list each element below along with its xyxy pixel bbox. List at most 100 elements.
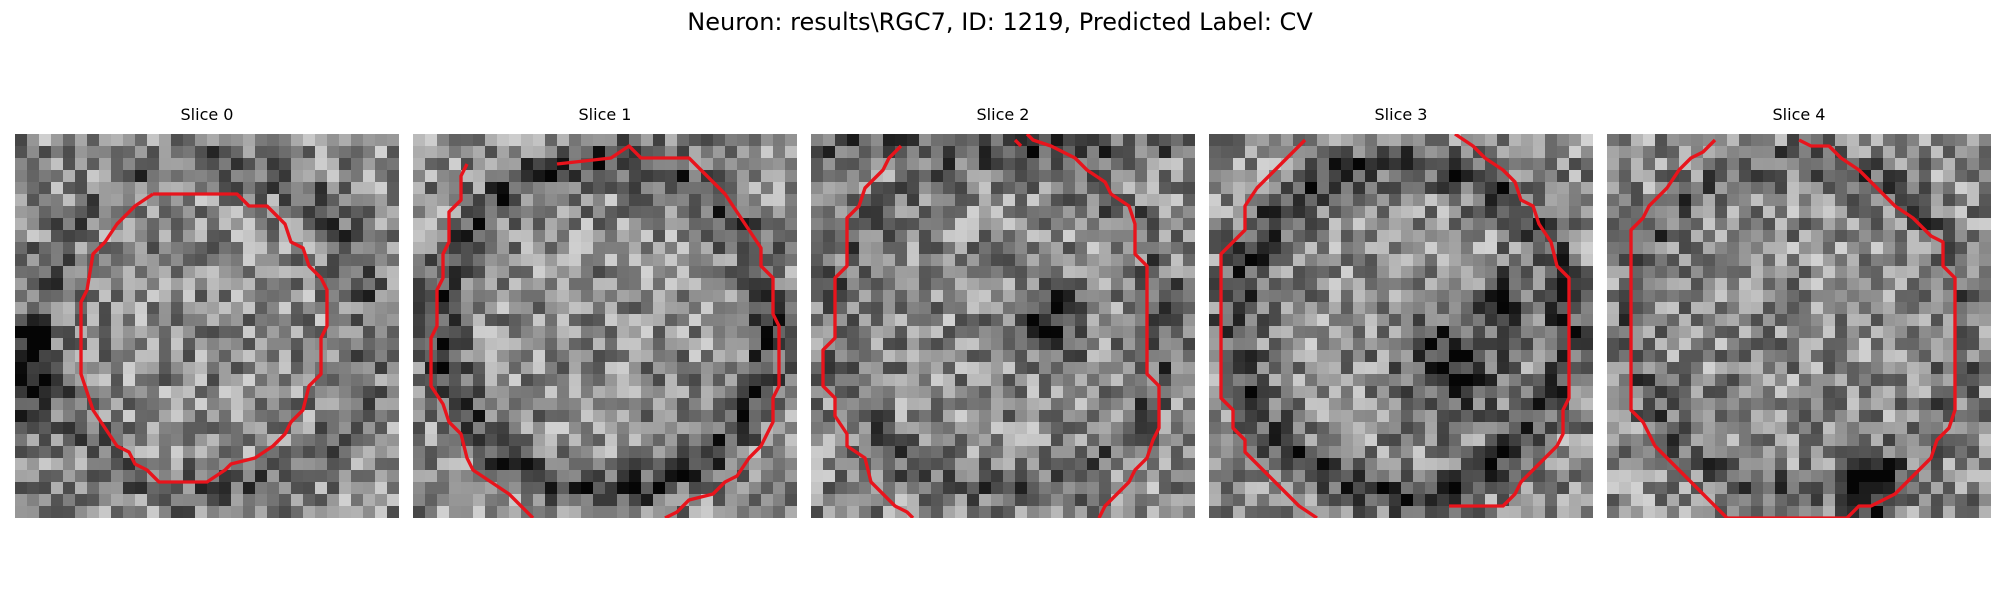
pixel — [725, 350, 738, 363]
pixel — [1967, 194, 1980, 207]
pixel — [75, 386, 88, 399]
pixel — [509, 422, 522, 435]
pixel — [991, 398, 1004, 411]
pixel — [967, 278, 980, 291]
pixel — [1691, 422, 1704, 435]
pixel — [387, 194, 399, 207]
pixel — [749, 218, 762, 231]
pixel — [63, 482, 76, 495]
pixel — [811, 362, 824, 375]
pixel — [1533, 398, 1546, 411]
pixel — [955, 182, 968, 195]
pixel — [1051, 458, 1064, 471]
pixel — [581, 326, 594, 339]
pixel — [701, 434, 714, 447]
pixel — [823, 326, 836, 339]
pixel — [943, 494, 956, 507]
pixel — [1655, 422, 1668, 435]
pixel — [1679, 170, 1692, 183]
pixel — [1667, 242, 1680, 255]
pixel — [883, 170, 896, 183]
pixel — [1281, 314, 1294, 327]
pixel — [1051, 314, 1064, 327]
pixel — [1799, 230, 1812, 243]
pixel — [231, 230, 244, 243]
pixel — [413, 422, 426, 435]
pixel — [1437, 506, 1450, 518]
pixel — [1389, 338, 1402, 351]
pixel — [1871, 338, 1884, 351]
pixel — [713, 230, 726, 243]
pixel — [1293, 374, 1306, 387]
pixel — [1063, 506, 1076, 518]
pixel — [1449, 482, 1462, 495]
pixel — [593, 506, 606, 518]
pixel — [967, 242, 980, 255]
pixel — [51, 242, 64, 255]
pixel — [629, 410, 642, 423]
pixel — [27, 386, 40, 399]
pixel — [665, 374, 678, 387]
pixel — [593, 134, 606, 147]
pixel — [387, 158, 399, 171]
pixel — [1365, 386, 1378, 399]
pixel — [569, 230, 582, 243]
pixel — [509, 398, 522, 411]
pixel — [425, 434, 438, 447]
pixel — [1015, 242, 1028, 255]
pixel — [1171, 374, 1184, 387]
pixel — [1027, 194, 1040, 207]
pixel — [1087, 206, 1100, 219]
pixel — [171, 206, 184, 219]
pixel — [1533, 410, 1546, 423]
pixel — [231, 182, 244, 195]
pixel — [291, 422, 304, 435]
pixel — [1437, 446, 1450, 459]
pixel — [1655, 230, 1668, 243]
pixel — [943, 386, 956, 399]
pixel — [1509, 350, 1522, 363]
pixel — [1557, 254, 1570, 267]
pixel — [725, 254, 738, 267]
pixel — [1135, 194, 1148, 207]
pixel — [231, 326, 244, 339]
pixel — [15, 218, 28, 231]
pixel — [1509, 446, 1522, 459]
pixel — [629, 194, 642, 207]
pixel — [1015, 446, 1028, 459]
pixel — [931, 290, 944, 303]
pixel — [1823, 218, 1836, 231]
pixel — [1485, 482, 1498, 495]
pixel — [123, 338, 136, 351]
pixel — [895, 422, 908, 435]
pixel — [1039, 506, 1052, 518]
pixel — [27, 422, 40, 435]
pixel — [1545, 362, 1558, 375]
pixel — [75, 458, 88, 471]
pixel — [955, 374, 968, 387]
pixel — [641, 314, 654, 327]
pixel — [1171, 362, 1184, 375]
pixel — [1521, 230, 1534, 243]
pixel — [449, 230, 462, 243]
pixel — [1979, 182, 1991, 195]
pixel — [1063, 398, 1076, 411]
pixel — [1389, 302, 1402, 315]
pixel — [183, 206, 196, 219]
pixel — [1329, 470, 1342, 483]
pixel — [1787, 206, 1800, 219]
pixel — [1389, 242, 1402, 255]
pixel — [1787, 314, 1800, 327]
pixel — [87, 146, 100, 159]
pixel — [1883, 386, 1896, 399]
pixel — [1437, 134, 1450, 147]
pixel — [1581, 350, 1593, 363]
pixel — [1643, 350, 1656, 363]
pixel — [1233, 458, 1246, 471]
pixel — [895, 434, 908, 447]
pixel — [1233, 218, 1246, 231]
pixel — [557, 254, 570, 267]
pixel — [1183, 170, 1195, 183]
pixel — [1075, 230, 1088, 243]
pixel — [413, 326, 426, 339]
